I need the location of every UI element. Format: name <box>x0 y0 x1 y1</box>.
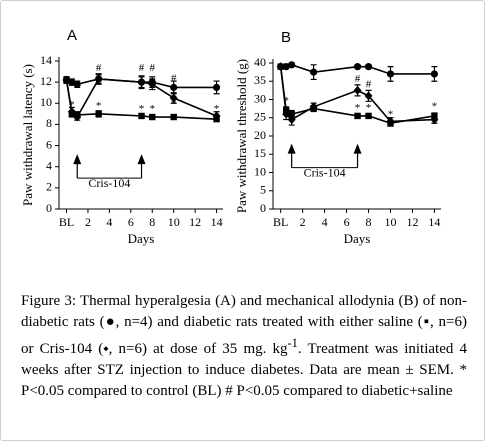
x-tick-label: 2 <box>85 215 91 229</box>
point-diamond <box>73 112 82 122</box>
point-circle <box>170 83 178 92</box>
point-square <box>95 110 102 118</box>
y-tick-label: 20 <box>254 128 266 142</box>
panel-label: A <box>67 27 77 44</box>
arrow-head <box>73 154 82 165</box>
charts: 0 2 4 6 8 10 12 14 BL 2 4 6 8 10 12 14 Days Paw withdrawa… <box>20 27 441 246</box>
significance-mark: * <box>214 103 220 115</box>
point-diamond <box>309 102 318 112</box>
significance-mark: # <box>171 73 177 85</box>
point-square <box>170 113 177 121</box>
y-tick-label: 10 <box>254 164 266 178</box>
significance-mark: * <box>355 102 361 114</box>
point-square <box>149 113 156 121</box>
point-diamond <box>169 93 178 103</box>
point-circle <box>212 83 221 92</box>
y-tick-label: 35 <box>254 73 266 87</box>
y-tick-label: 0 <box>260 201 266 215</box>
significance-mark: # <box>366 78 372 90</box>
point-circle <box>310 68 318 76</box>
x-tick-label: 4 <box>106 215 112 229</box>
x-tick-label: 6 <box>128 215 134 229</box>
y-tick-label: 40 <box>254 55 266 69</box>
significance-mark: * <box>366 102 372 114</box>
arrow-head <box>137 154 146 165</box>
significance-mark: * <box>283 95 289 107</box>
y-tick-label: 8 <box>46 116 52 130</box>
point-diamond <box>148 79 157 89</box>
x-tick-label: 8 <box>366 215 372 229</box>
y-tick-label: 25 <box>254 110 266 124</box>
significance-mark: # <box>96 62 102 74</box>
arrow-head <box>353 143 362 154</box>
significance-mark: * <box>96 100 102 112</box>
y-axis-label: Paw withdrawal threshold (g) <box>234 59 249 213</box>
significance-mark: * <box>388 108 394 120</box>
point-circle <box>364 63 373 71</box>
significance-mark: * <box>69 99 75 111</box>
x-tick-label: 6 <box>344 215 350 229</box>
treatment-label: Cris-104 <box>88 176 130 190</box>
y-tick-label: 14 <box>40 53 52 67</box>
point-diamond <box>67 107 76 117</box>
x-axis-label: Days <box>128 231 155 246</box>
x-tick-label: BL <box>273 215 288 229</box>
point-diamond <box>386 116 395 126</box>
x-tick-label: 4 <box>322 215 328 229</box>
point-diamond <box>287 115 296 125</box>
significance-mark: * <box>139 103 145 115</box>
point-square <box>354 112 361 120</box>
point-circle <box>386 70 395 78</box>
y-tick-label: 10 <box>40 95 52 109</box>
y-tick-label: 6 <box>46 137 52 151</box>
point-square <box>365 112 372 120</box>
point-diamond <box>353 85 362 95</box>
significance-mark: * <box>150 103 156 115</box>
arrow-head <box>287 143 296 154</box>
y-tick-label: 2 <box>46 180 52 194</box>
figure-caption: Figure 3: Thermal hyperalgesia (A) and m… <box>21 291 467 402</box>
significance-mark: # <box>150 62 156 74</box>
x-axis-label: Days <box>344 231 371 246</box>
significance-mark: # <box>355 73 361 85</box>
y-tick-label: 4 <box>46 158 52 172</box>
significance-mark: # <box>139 62 145 74</box>
x-tick-label: 14 <box>428 215 440 229</box>
point-circle <box>430 70 439 78</box>
x-tick-label: BL <box>59 215 74 229</box>
x-tick-label: 14 <box>211 215 223 229</box>
x-tick-label: 10 <box>168 215 180 229</box>
panel-label: B <box>281 29 291 46</box>
y-tick-label: 30 <box>254 91 266 105</box>
point-circle <box>353 63 362 71</box>
caption-text: Figure 3: Thermal hyperalgesia (A) and m… <box>21 293 467 357</box>
point-diamond <box>364 91 373 101</box>
x-tick-label: 12 <box>189 215 201 229</box>
point-diamond <box>212 111 221 121</box>
point-circle <box>288 61 296 69</box>
point-diamond <box>94 74 103 84</box>
y-tick-label: 0 <box>46 201 52 215</box>
point-circle <box>73 80 81 88</box>
point-diamond <box>282 109 291 119</box>
point-diamond <box>137 77 146 87</box>
significance-mark: * <box>171 98 177 110</box>
point-circle <box>282 63 290 71</box>
point-diamond <box>430 115 439 125</box>
x-tick-label: 2 <box>300 215 306 229</box>
y-tick-label: 5 <box>260 183 266 197</box>
x-tick-label: 12 <box>406 215 418 229</box>
point-square <box>138 112 145 120</box>
y-tick-label: 12 <box>40 74 52 88</box>
y-tick-label: 15 <box>254 146 266 160</box>
x-tick-label: 8 <box>149 215 155 229</box>
x-tick-label: 10 <box>384 215 396 229</box>
caption-superscript: -1 <box>287 336 298 350</box>
treatment-label: Cris-104 <box>304 165 346 179</box>
point-diamond <box>276 62 285 72</box>
y-axis-label: Paw withdrawal latency (s) <box>20 64 35 206</box>
caption-text: . Treatment was initiated 4 weeks after … <box>21 341 468 399</box>
significance-mark: * <box>432 100 438 112</box>
